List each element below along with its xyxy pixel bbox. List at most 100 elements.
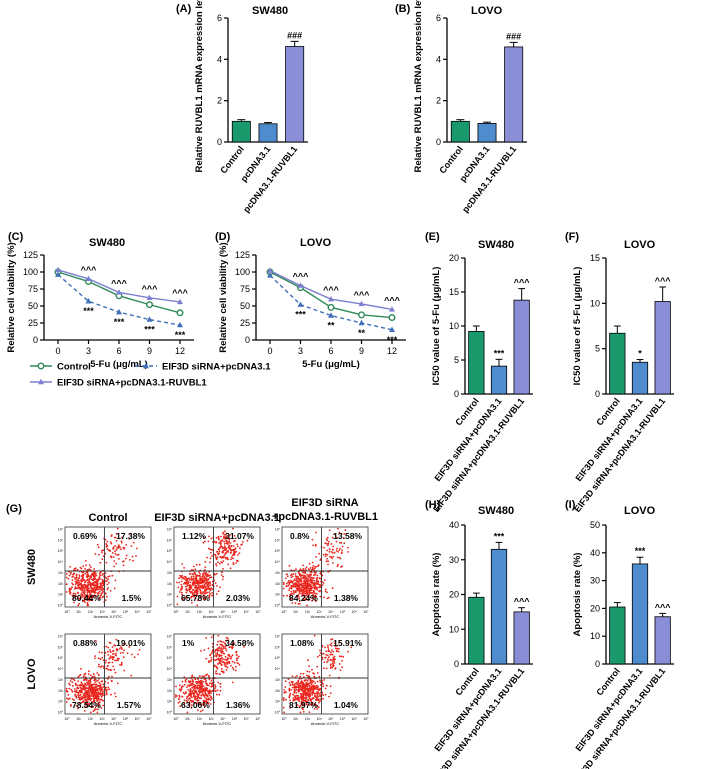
event-dot [236,659,238,662]
event-dot [226,557,229,559]
data-point [55,271,61,277]
event-dot [292,584,295,587]
panel-title-e: SW480 [478,239,514,251]
event-dot [186,577,189,580]
y-log-tick: 10⁰ [58,711,64,715]
y-tick-label: 50 [590,520,600,530]
event-dot [323,679,326,681]
event-dot [204,577,207,580]
event-dot [199,679,202,682]
event-dot [86,681,88,684]
x-log-tick: 10⁷ [146,610,152,614]
event-dot [306,670,309,673]
event-dot [205,637,208,639]
event-dot [183,578,186,580]
panel-title-i: LOVO [624,505,656,517]
event-dot [132,559,134,562]
event-dot [189,581,192,584]
event-dot [233,535,236,537]
event-dot [300,577,302,580]
event-dot [308,665,310,668]
event-dot [84,572,87,575]
event-dot [191,674,194,677]
event-dot [231,647,234,650]
event-dot [297,577,300,580]
event-dot [83,679,85,682]
event-dot [204,588,207,591]
event-dot [316,685,319,687]
event-dot [218,550,221,552]
event-dot [80,667,82,670]
event-dot [298,579,301,582]
event-dot [297,589,299,592]
event-dot [122,651,124,654]
event-dot [319,700,321,702]
event-dot [96,691,98,694]
event-dot [137,653,139,656]
event-dot [193,593,196,596]
event-dot [209,703,212,705]
event-dot [210,696,212,699]
event-dot [312,544,314,547]
event-dot [223,533,226,536]
event-dot [96,543,99,546]
event-dot [91,572,94,575]
event-dot [202,587,205,589]
event-dot [216,585,218,587]
event-dot [300,583,303,586]
event-dot [297,595,300,598]
significance-label: ^^^ [655,602,672,612]
bar [258,123,278,143]
event-dot [77,692,80,695]
event-dot [308,695,310,698]
event-dot [327,563,329,566]
event-dot [306,693,309,696]
event-dot [236,662,239,664]
y-tick-label: 40 [449,520,459,530]
event-dot [304,696,307,699]
event-dot [283,689,286,691]
event-dot [333,551,336,554]
event-dot [228,662,231,665]
event-dot [303,581,306,584]
event-dot [101,656,104,659]
event-dot [217,535,220,538]
event-dot [102,587,105,590]
quadrant-lr-value: 2.03% [226,593,251,603]
bar [477,123,497,143]
panel-label-a: (A) [176,3,192,15]
event-dot [219,662,222,665]
event-dot [98,587,101,589]
event-dot [316,577,319,579]
event-dot [216,667,219,670]
event-dot [82,700,85,703]
x-log-tick: 10² [197,717,203,721]
event-dot [337,551,340,553]
quadrant-lr-value: 1.04% [334,700,359,710]
x-log-tick: 10⁶ [352,610,358,614]
event-dot [68,682,70,685]
event-dot [231,642,234,645]
quadrant-lr-value: 1.38% [334,593,359,603]
event-dot [318,577,321,580]
event-dot [288,579,290,582]
event-dot [324,657,327,659]
event-dot [232,548,235,551]
x-category-label: EIF3D siRNA+pcDNA3.1-RUVBL1 [431,396,526,514]
event-dot [74,683,77,686]
event-dot [221,547,224,550]
event-dot [220,574,223,576]
event-dot [195,577,198,580]
data-point [389,306,395,312]
event-dot [205,687,208,689]
event-dot [315,531,317,534]
event-dot [79,583,82,586]
event-dot [230,664,232,667]
x-log-tick: 10³ [209,717,215,721]
bar [654,616,671,665]
quadrant-ur-value: 15.91% [333,638,362,648]
event-dot [91,587,94,589]
event-dot [80,593,83,595]
event-dot [302,672,305,675]
